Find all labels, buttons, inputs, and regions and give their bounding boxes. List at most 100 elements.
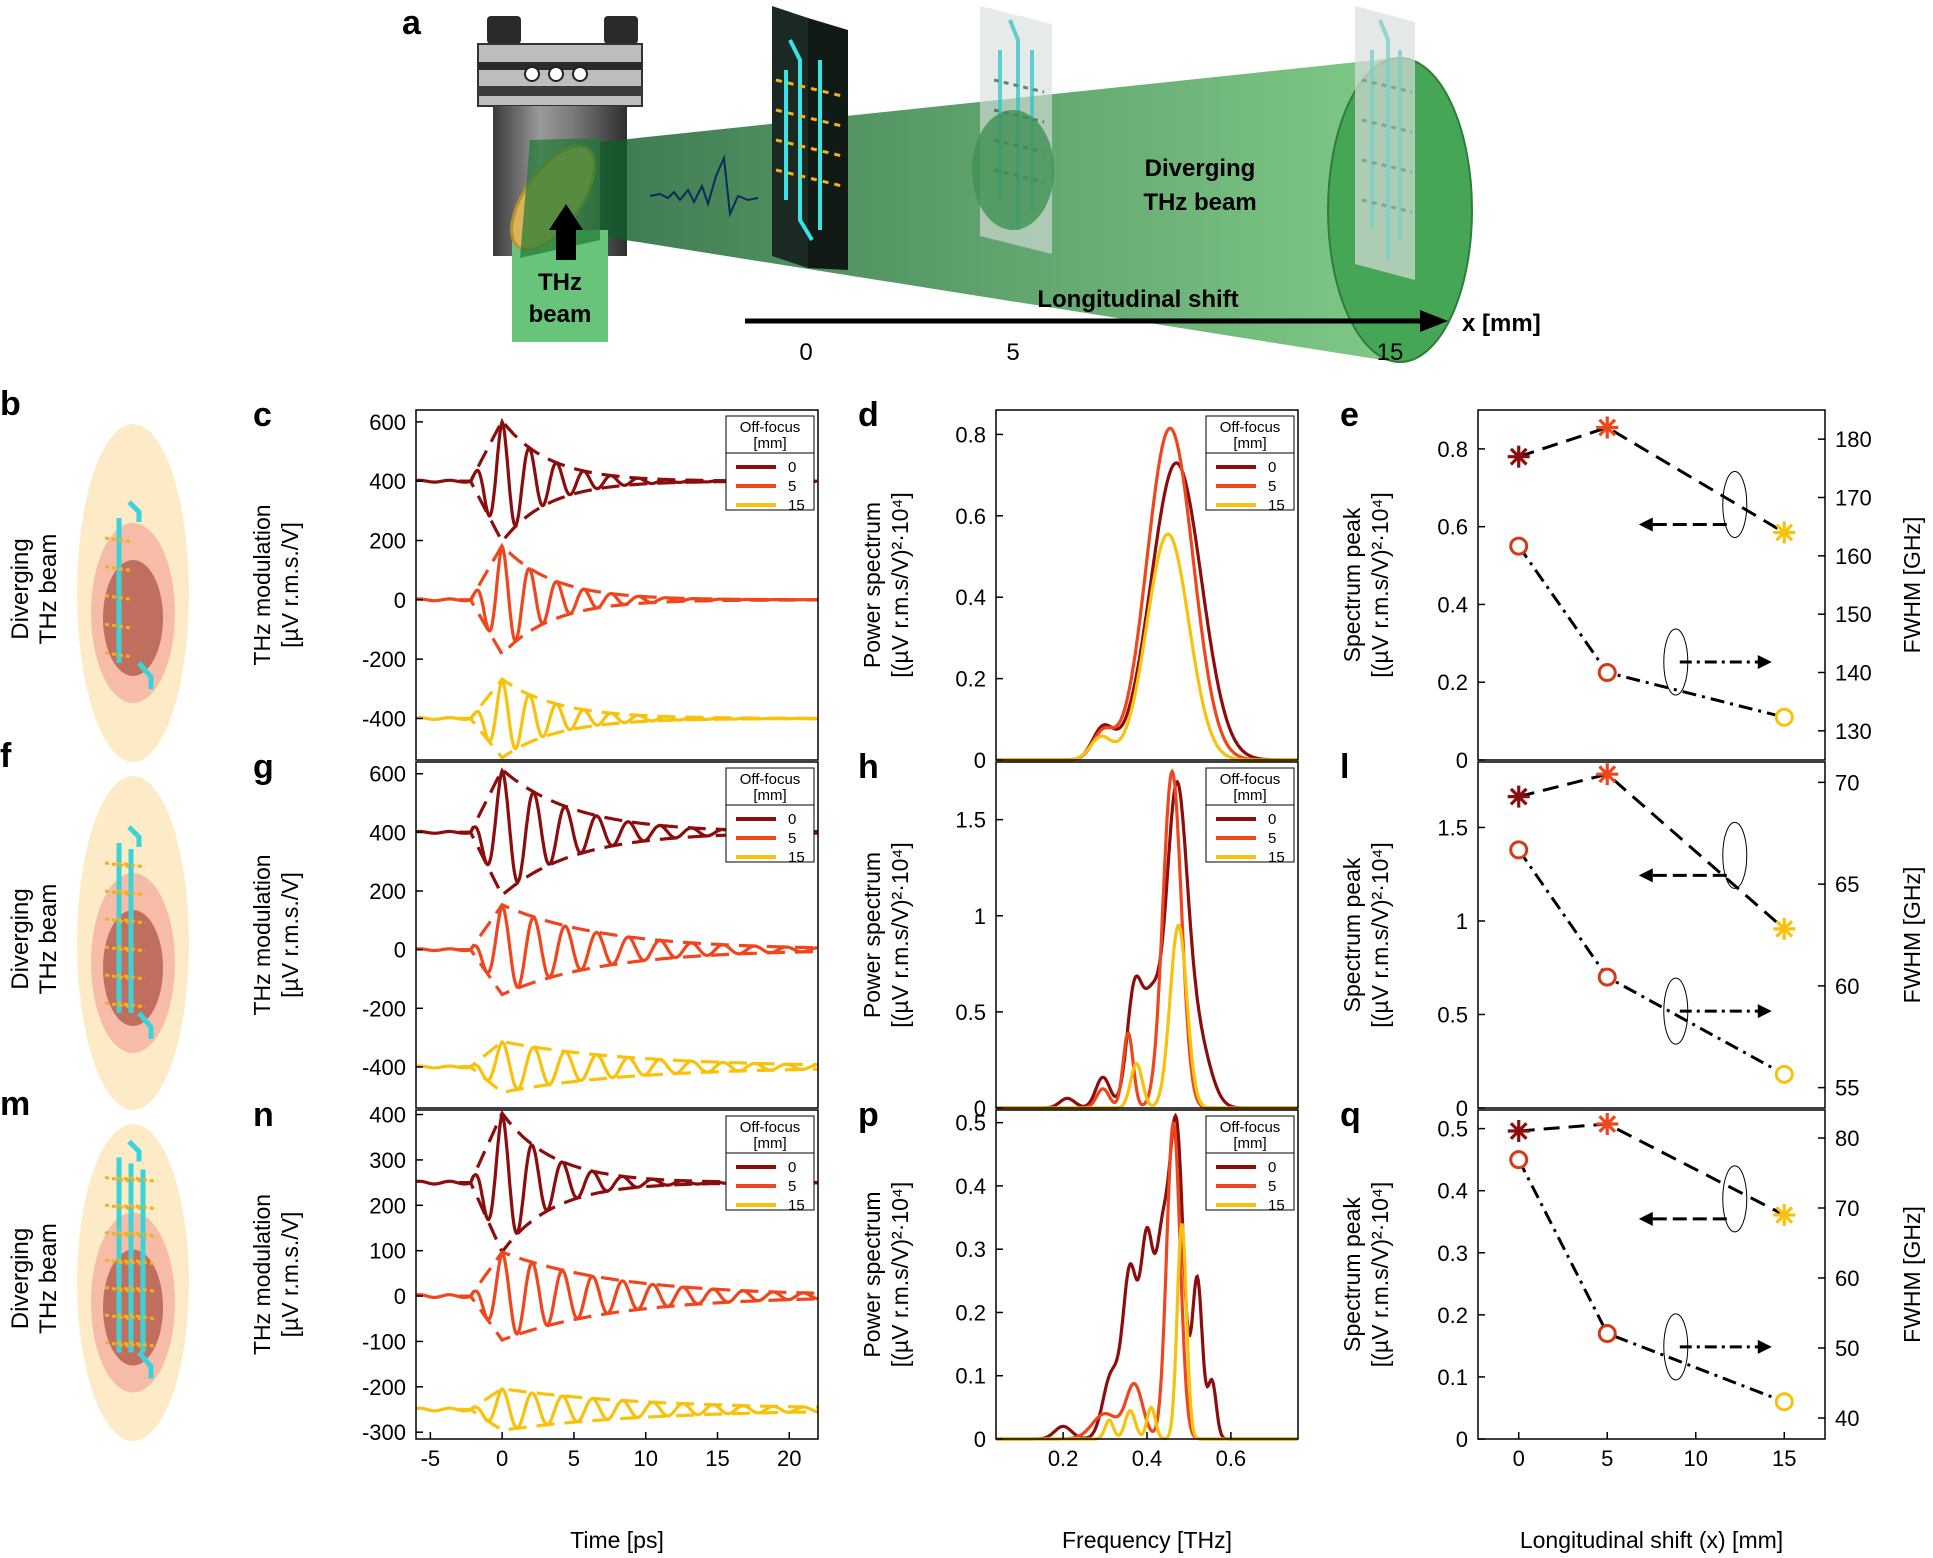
y-tick-label: 0.5 [955, 1000, 986, 1025]
y-tick-label: 0 [1456, 1427, 1468, 1452]
thz-beam-label-2: beam [529, 301, 592, 328]
antenna-element [104, 1203, 134, 1211]
y-tick-label: 40 [1835, 1406, 1859, 1431]
y-axis-label-2: [(µV r.m.s/V)²·10⁴] [1367, 492, 1393, 677]
envelope-upper-5 [459, 902, 818, 952]
y-tick-label: 180 [1835, 427, 1872, 452]
panel-label-g: g [253, 748, 274, 786]
star-stroke [1598, 1115, 1617, 1133]
spectrum-peak-point-5 [1597, 1323, 1617, 1343]
y-tick-label: 140 [1835, 661, 1872, 686]
chart-panel-e: e 0 0.2 0.4 0.6 0.8 130 140 150 160 170 180 Spectrum… [1339, 396, 1925, 773]
y-tick-label: 55 [1835, 1076, 1859, 1101]
legend-title-1: Off-focus [740, 1119, 801, 1136]
legend-entry-2: 15 [1268, 497, 1285, 514]
legend-title-1: Off-focus [1220, 771, 1281, 788]
left-axis-arrow-icon [1638, 1211, 1653, 1226]
legend-box [725, 1115, 815, 1211]
y-tick-label: 160 [1835, 544, 1872, 569]
antenna-element [104, 565, 134, 573]
star-stroke [1775, 919, 1794, 938]
legend-title-1: Off-focus [740, 771, 801, 788]
waveguide-feed [127, 1139, 142, 1162]
right-axis-arrow-icon [1757, 655, 1772, 669]
y-axis-label-1: Power spectrum [859, 1191, 885, 1357]
y-tick-label: 150 [1835, 602, 1872, 627]
panel-label-m: m [0, 1085, 30, 1123]
y-tick-label: 0.6 [1437, 515, 1468, 540]
y-tick-label: 65 [1835, 872, 1859, 897]
spectrum-peak-point-15 [1774, 707, 1794, 727]
legend-title-2: [mm] [753, 435, 786, 452]
antenna-element [116, 1341, 146, 1348]
y-tick-label: -200 [362, 1375, 406, 1400]
legend-entry-0: 0 [788, 1159, 796, 1176]
fwhm-star-point-0 [1507, 1120, 1530, 1142]
envelope-lower-5 [459, 1294, 818, 1342]
y-tick-label: 70 [1835, 770, 1859, 795]
antenna-element [104, 594, 134, 601]
time-trace-5 [415, 903, 818, 989]
y-tick-label: 60 [1835, 1266, 1859, 1291]
y-axis-label-2: [(µV r.m.s/V)²·10⁴] [1367, 1182, 1393, 1367]
x-tick-label: 0 [496, 1446, 508, 1471]
chip-position-15 [1355, 6, 1415, 280]
antenna-element [116, 1001, 146, 1009]
antenna-element [104, 889, 134, 897]
y-tick-label: -200 [362, 996, 406, 1021]
legend-box [725, 767, 815, 863]
legend-title-1: Off-focus [740, 419, 801, 436]
antenna-element [116, 1313, 146, 1321]
beam-core-spot [103, 560, 163, 676]
antenna-element [116, 1231, 146, 1238]
antenna-element [116, 861, 146, 869]
y-tick-label: 80 [1835, 1126, 1859, 1151]
envelope-lower-15 [459, 1407, 819, 1432]
panel-label-p: p [858, 1096, 879, 1134]
antenna-element [116, 1286, 146, 1293]
y-tick-label: 0.1 [955, 1364, 986, 1389]
waveguide-feed [127, 825, 142, 847]
waveguide-output [137, 1350, 154, 1379]
plot-frame [1477, 409, 1826, 761]
setup-schematic: a THz beam [402, 4, 1541, 366]
y-axis-label-1: Power spectrum [859, 502, 885, 668]
y-axis-label-2: [(µV r.m.s/V)²·10⁴] [887, 1182, 913, 1367]
legend-entry-2: 15 [788, 497, 805, 514]
y-tick-label: 170 [1835, 486, 1872, 511]
y-tick-label: 0.1 [1437, 1365, 1468, 1390]
envelope-lower-15 [459, 1065, 818, 1095]
legend-title-2: [mm] [1233, 787, 1266, 804]
legend-entry-0: 0 [788, 459, 796, 476]
diverging-label-1: Diverging [1145, 155, 1256, 182]
y-tick-label: 1.5 [955, 808, 986, 833]
legend-title-2: [mm] [753, 787, 786, 804]
legend-entry-2: 15 [1268, 1197, 1285, 1214]
time-trace-15 [415, 1040, 818, 1091]
y-axis-label-2: [(µV r.m.s/V)²·10⁴] [887, 492, 913, 677]
envelope-upper-5 [459, 1250, 818, 1298]
position-label-5: 5 [1006, 339, 1019, 366]
plot-frame [995, 761, 1299, 1109]
y-axis-label-2: [µV r.m.s./V] [277, 522, 303, 648]
device-diagram-0: b Diverging THz beam [0, 385, 189, 762]
x-tick-label: 0.6 [1216, 1446, 1247, 1471]
antenna-element [116, 889, 146, 897]
y-tick-label: -100 [362, 1329, 406, 1354]
y-tick-label: -400 [362, 1055, 406, 1080]
spectrum-peak-point-15 [1774, 1064, 1794, 1084]
spectrum-peak-point-15 [1774, 1392, 1794, 1412]
spectrum-15 [996, 1223, 1298, 1441]
legend-entry-1: 5 [788, 478, 796, 495]
y-tick-label: 0 [1456, 748, 1468, 773]
antenna-element [104, 1231, 134, 1238]
y-tick-label: 0.4 [1437, 592, 1468, 617]
antenna-element [104, 1341, 134, 1348]
antenna-element [116, 1258, 146, 1266]
fwhm-line [1518, 1122, 1785, 1217]
y2-axis-label: FWHM [GHz] [1899, 517, 1925, 654]
y-tick-label: 130 [1835, 719, 1872, 744]
envelope-upper-15 [459, 1039, 818, 1069]
fwhm-star-point-15 [1773, 917, 1796, 940]
